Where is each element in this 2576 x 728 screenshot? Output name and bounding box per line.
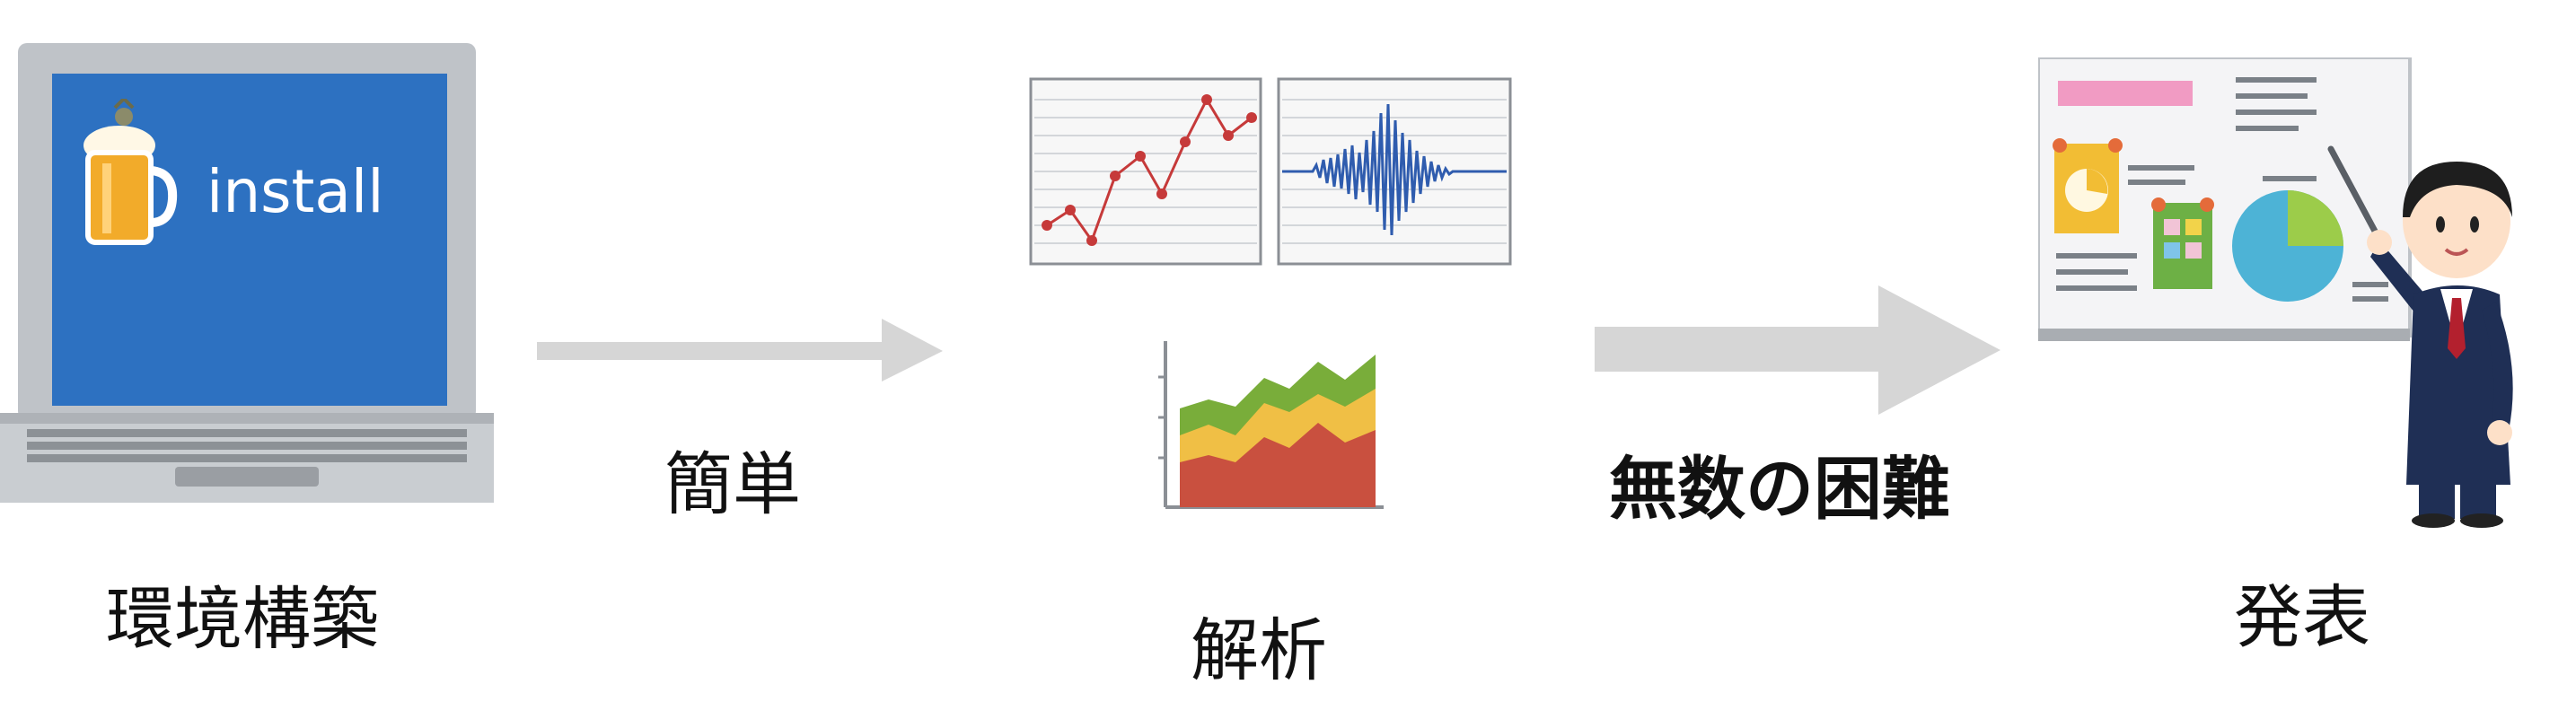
area-chart-icon [1158,341,1384,509]
presenter-illustration [2327,145,2513,528]
env-setup-label: 環境構築 [106,579,379,659]
presentation-board-illustration [2038,57,2412,341]
waveform-chart-icon [1277,77,1512,266]
install-screen-text: install [207,157,384,226]
laptop-illustration [0,43,494,503]
beer-mug-icon [84,99,178,245]
countless-difficulties-label: 無数の困難 [1609,449,1950,529]
simple-label: 簡単 [664,444,801,524]
analysis-label: 解析 [1191,610,1327,690]
presentation-label: 発表 [2234,577,2370,657]
line-chart-icon [1029,77,1262,266]
arrow-large [1595,285,2000,415]
arrow-small [537,319,943,382]
